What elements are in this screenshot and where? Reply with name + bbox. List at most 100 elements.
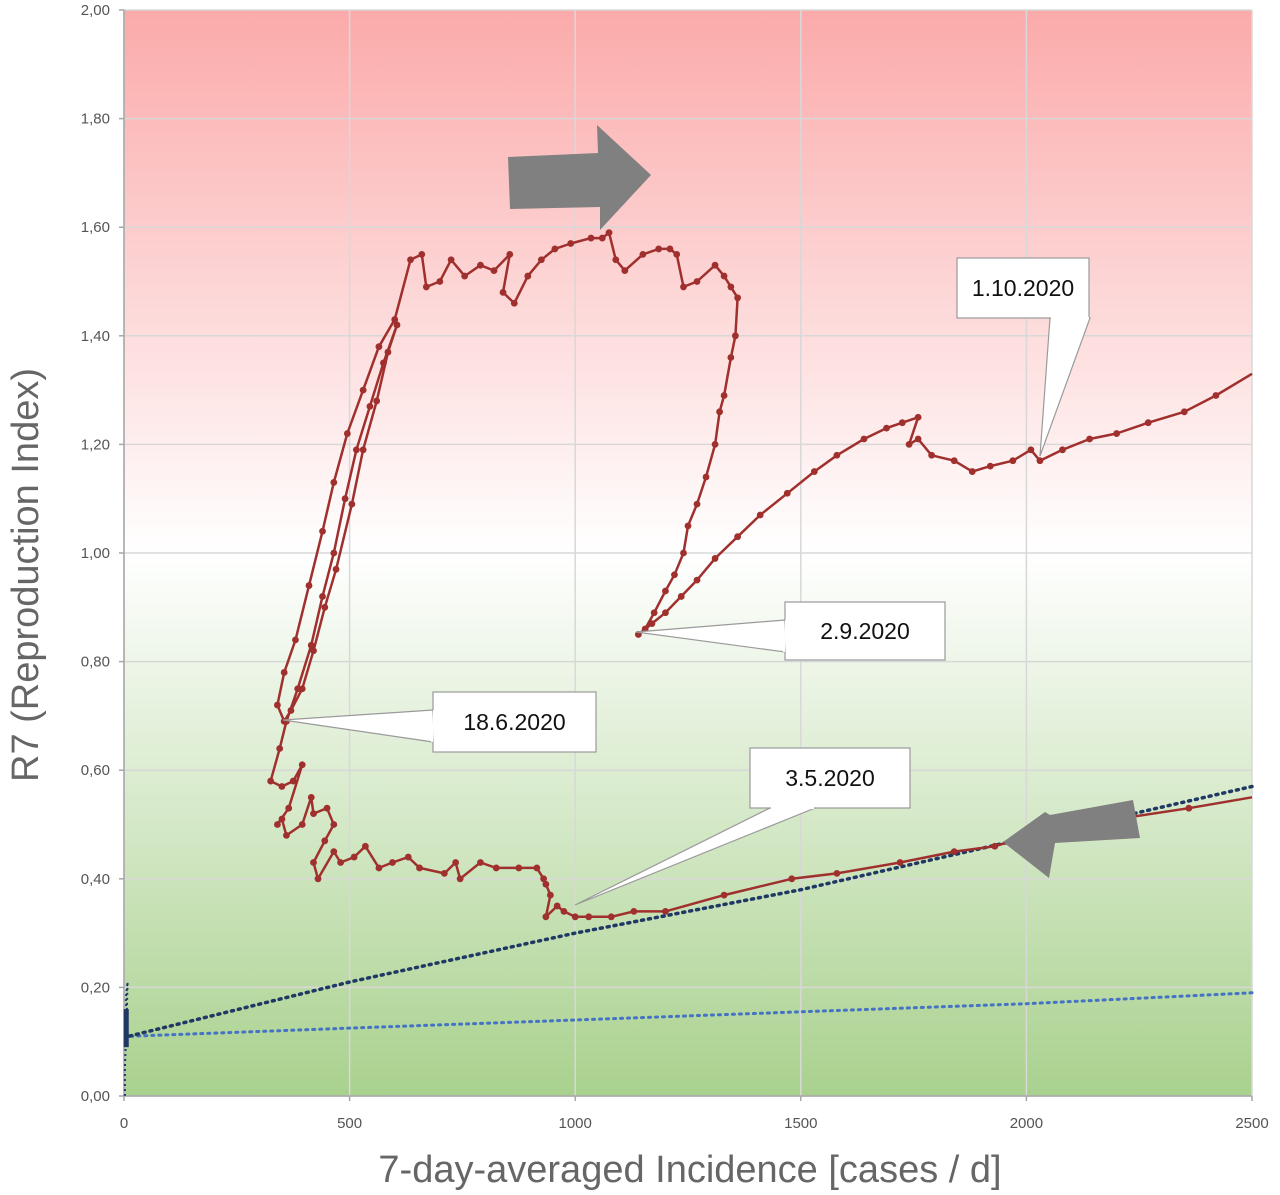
trajectory-point <box>684 522 692 530</box>
trajectory-point <box>380 359 387 367</box>
trajectory-point <box>537 256 545 264</box>
trajectory-point <box>1059 446 1066 454</box>
trajectory-point <box>542 880 550 888</box>
trajectory-point <box>330 821 338 828</box>
callout-box <box>956 257 1090 319</box>
trajectory-point <box>321 603 329 611</box>
trajectory-point <box>756 511 764 519</box>
trajectory-point <box>1185 804 1193 812</box>
trajectory-point <box>366 402 374 410</box>
trajectory-point <box>499 288 507 296</box>
trajectory-point <box>350 853 358 861</box>
trajectory-point <box>343 430 351 437</box>
callouts: 1.10.2020 2.9.2020 18.6.2020 3.5.2020 <box>282 257 1091 906</box>
tick-labels: 0,00 0,20 0,40 0,60 0,80 1,00 1,20 1,40 1,60 1,80… <box>81 2 1269 1132</box>
trajectory-point <box>416 864 423 872</box>
y-tick-label: 0,60 <box>81 762 110 779</box>
y-tick-label: 1,40 <box>81 328 110 345</box>
trajectory-point <box>305 582 313 589</box>
trajectory-point <box>571 913 579 921</box>
callout-joint <box>783 619 787 653</box>
trajectory-point <box>348 500 356 508</box>
callout-box <box>784 601 946 661</box>
trajectory-point <box>515 864 523 872</box>
trajectory-point <box>914 413 922 421</box>
trajectory-point <box>655 245 663 253</box>
trajectory-point <box>492 864 500 872</box>
trajectory-point <box>720 891 728 899</box>
trajectory-point <box>319 527 326 535</box>
trajectory-point <box>542 913 550 921</box>
trajectory-point <box>384 348 392 356</box>
x-tick-label: 1500 <box>784 1115 817 1132</box>
callout-joint <box>431 709 435 743</box>
trajectory-point <box>307 793 315 801</box>
x-tick-label: 500 <box>337 1115 362 1132</box>
callout-3-5-2020: 3.5.2020 <box>574 747 911 906</box>
trajectory-point <box>287 707 295 714</box>
trajectory-point <box>720 392 728 399</box>
trajectory-point <box>621 267 629 275</box>
trajectory-point <box>711 441 719 448</box>
trajectory-point <box>1036 457 1044 465</box>
trajectory-point <box>567 240 575 247</box>
trajectory-point <box>671 571 678 579</box>
trajectory-point <box>607 913 615 921</box>
trajectory-point <box>375 864 383 872</box>
trajectory-point <box>673 250 681 258</box>
trajectory-point <box>280 669 288 676</box>
callout-box <box>432 691 597 753</box>
trajectory-point <box>314 875 322 883</box>
callout-label: 1.10.2020 <box>972 275 1074 301</box>
callout-label: 2.9.2020 <box>820 618 910 644</box>
trajectory-point <box>662 609 669 617</box>
trajectory-point <box>447 256 455 264</box>
trajectory-point <box>1009 457 1017 465</box>
x-tick-label: 2000 <box>1010 1115 1043 1132</box>
trajectory-point <box>407 256 414 264</box>
y-axis-title: R7 (Reproduction Index) <box>5 368 47 782</box>
trajectory-point <box>639 250 647 258</box>
trajectory-point <box>422 283 430 291</box>
trajectory-point <box>720 272 728 280</box>
trajectory-point <box>298 685 306 693</box>
trajectory-point <box>310 859 317 866</box>
trajectory-point <box>833 869 841 877</box>
trajectory-point <box>833 451 841 459</box>
trajectory-point <box>612 256 620 264</box>
trajectory-point <box>1212 392 1220 399</box>
trajectory-point <box>540 875 548 883</box>
trajectory-point <box>278 783 286 790</box>
callout-2-9-2020: 2.9.2020 <box>635 601 946 661</box>
trajectory-point <box>666 245 674 253</box>
trajectory-point <box>585 913 593 921</box>
trajectory-point <box>506 250 514 258</box>
trajectory-point <box>456 875 464 883</box>
trajectory-point <box>883 424 890 432</box>
trajectory-point <box>373 397 381 405</box>
y-tick-label: 0,80 <box>81 654 110 671</box>
y-tick-label: 1,00 <box>81 545 110 562</box>
trajectory-point <box>285 804 293 812</box>
callout-label: 3.5.2020 <box>785 765 875 791</box>
trajectory-point <box>1113 430 1121 437</box>
axes <box>119 9 1253 1101</box>
trajectory-point <box>436 278 444 285</box>
series-dotted-dark-line <box>126 784 1254 1039</box>
trajectory-point <box>587 234 595 242</box>
trajectory-point <box>510 299 518 307</box>
trajectory-point <box>418 250 426 258</box>
trajectory-point <box>1144 419 1152 427</box>
trajectory-point <box>677 593 685 600</box>
trajectory-point <box>905 441 913 448</box>
trajectory-point <box>680 283 687 291</box>
trajectory-point <box>298 821 306 828</box>
x-tick-label: 1000 <box>559 1115 592 1132</box>
trajectory-point <box>727 283 735 291</box>
trajectory-point <box>630 907 638 915</box>
trajectory-point <box>605 229 613 237</box>
x-tick-label: 2500 <box>1235 1115 1268 1132</box>
direction-arrow-right <box>508 125 651 230</box>
trajectory-point <box>375 343 383 351</box>
trajectory-point <box>693 278 701 285</box>
